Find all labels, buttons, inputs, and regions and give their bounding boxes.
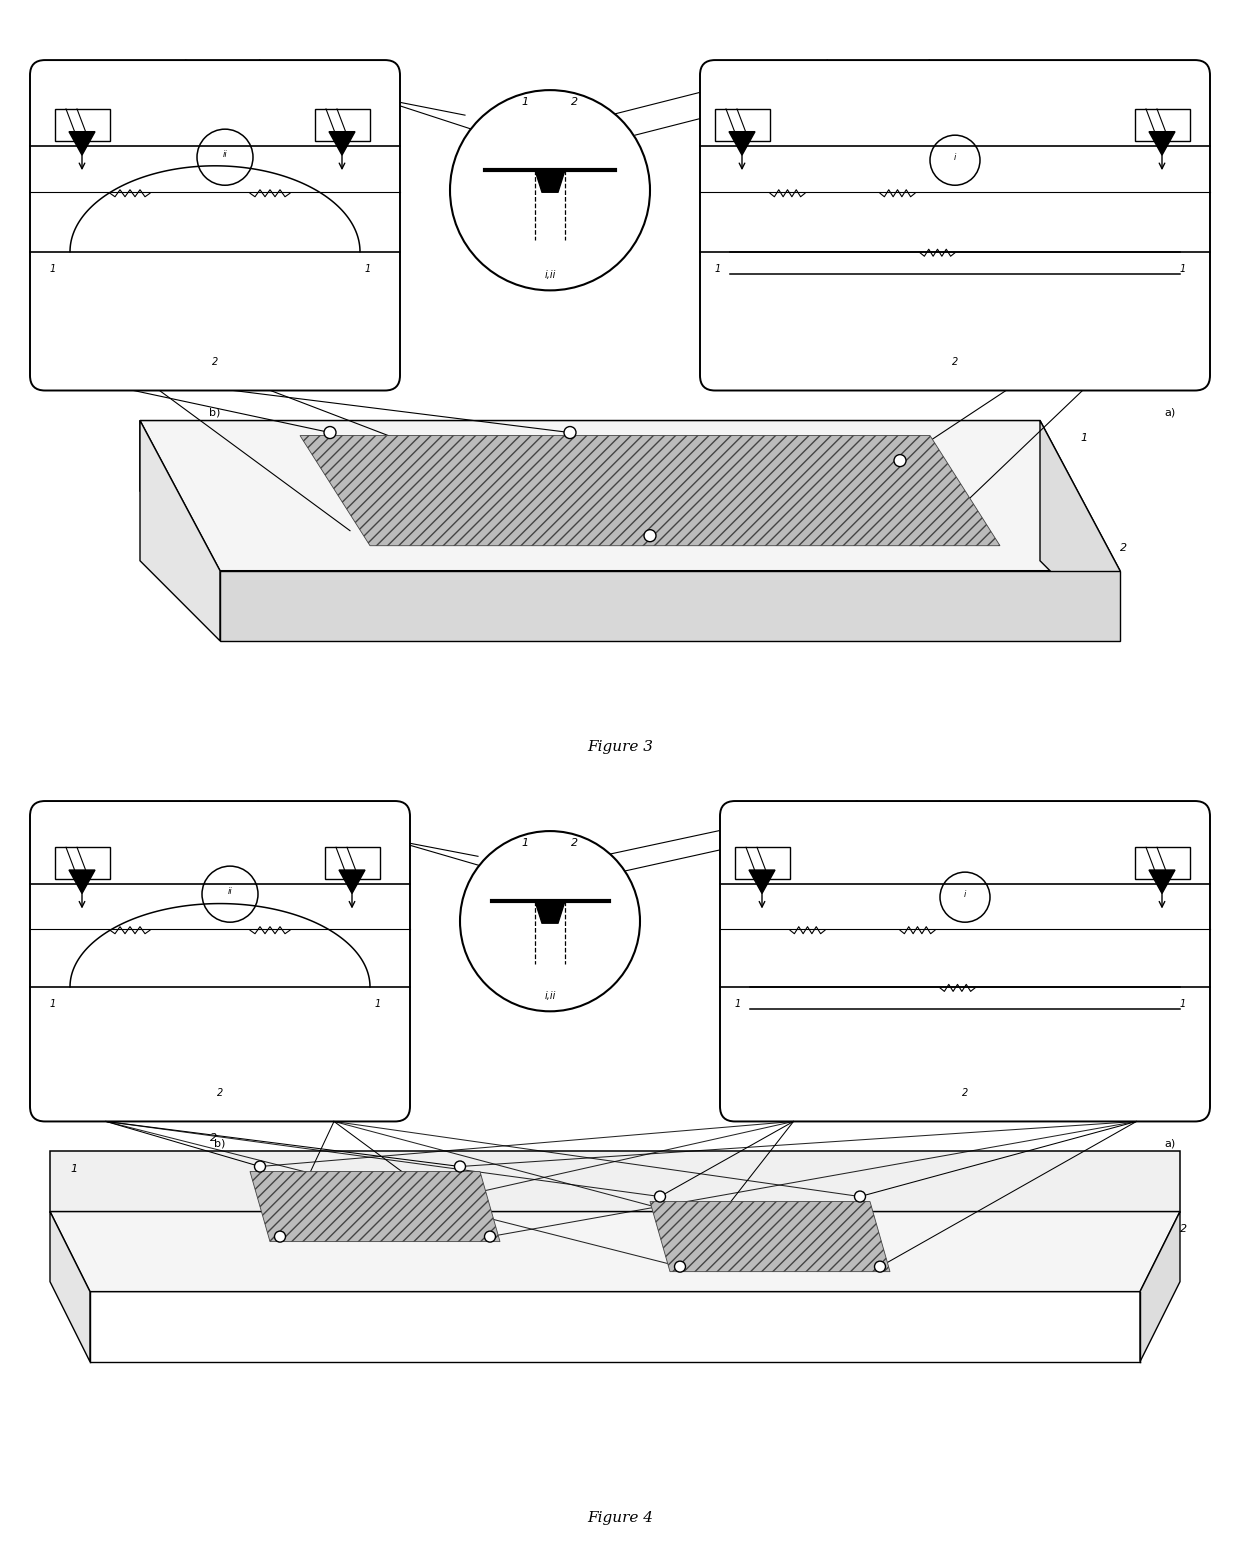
Text: Figure 4: Figure 4	[587, 1511, 653, 1525]
Text: a): a)	[1164, 407, 1176, 418]
Text: 2: 2	[210, 1133, 217, 1144]
Text: 1: 1	[50, 264, 56, 274]
Bar	[55, 109, 110, 140]
Polygon shape	[300, 435, 999, 546]
Text: a): a)	[1164, 1138, 1176, 1149]
Bar	[1135, 109, 1190, 140]
Polygon shape	[140, 421, 1120, 571]
Polygon shape	[1040, 421, 1120, 641]
Polygon shape	[140, 421, 219, 641]
Polygon shape	[339, 870, 365, 893]
Circle shape	[254, 1161, 265, 1172]
Text: 2: 2	[1120, 543, 1127, 552]
Circle shape	[460, 831, 640, 1012]
Bar	[315, 109, 370, 140]
Circle shape	[324, 427, 336, 438]
Circle shape	[564, 427, 577, 438]
Circle shape	[874, 1261, 885, 1272]
Circle shape	[274, 1231, 285, 1243]
Circle shape	[450, 89, 650, 290]
Text: 1: 1	[1180, 999, 1187, 1008]
Text: 1: 1	[69, 1164, 77, 1173]
Text: 2: 2	[952, 358, 959, 367]
Text: 2: 2	[962, 1089, 968, 1098]
Text: Figure 3: Figure 3	[587, 740, 653, 754]
Polygon shape	[50, 1212, 1180, 1292]
Text: ii: ii	[228, 887, 232, 896]
FancyBboxPatch shape	[701, 60, 1210, 390]
Circle shape	[655, 1190, 666, 1203]
Polygon shape	[729, 131, 755, 156]
FancyBboxPatch shape	[720, 800, 1210, 1121]
Text: 1: 1	[715, 264, 722, 274]
Polygon shape	[140, 421, 1040, 490]
Polygon shape	[749, 870, 775, 893]
Polygon shape	[329, 131, 355, 156]
Polygon shape	[1140, 1212, 1180, 1362]
Polygon shape	[1149, 131, 1176, 156]
Bar	[715, 109, 770, 140]
Circle shape	[485, 1231, 496, 1243]
Bar	[325, 847, 379, 879]
Text: 2: 2	[572, 97, 579, 106]
Polygon shape	[69, 870, 95, 893]
Text: 1: 1	[522, 839, 528, 848]
Polygon shape	[50, 1212, 91, 1362]
Polygon shape	[50, 1152, 1180, 1212]
FancyBboxPatch shape	[30, 60, 401, 390]
Text: i: i	[963, 890, 966, 899]
Polygon shape	[1149, 870, 1176, 893]
Circle shape	[675, 1261, 686, 1272]
Text: 1: 1	[522, 97, 528, 106]
Text: 1: 1	[1080, 433, 1087, 443]
Polygon shape	[534, 901, 565, 924]
Text: ii: ii	[223, 150, 227, 159]
Text: i: i	[954, 153, 956, 162]
Circle shape	[894, 455, 906, 467]
Text: 2: 2	[1180, 1224, 1187, 1234]
Bar	[735, 847, 790, 879]
Text: 1: 1	[365, 264, 371, 274]
Text: 1: 1	[1180, 264, 1187, 274]
Text: b): b)	[215, 1138, 226, 1149]
Text: i,ii: i,ii	[544, 992, 556, 1001]
Polygon shape	[219, 571, 1120, 641]
Circle shape	[854, 1190, 866, 1203]
Bar	[55, 847, 110, 879]
Text: 2: 2	[212, 358, 218, 367]
Circle shape	[644, 530, 656, 541]
Polygon shape	[69, 131, 95, 156]
Text: 2: 2	[572, 839, 579, 848]
FancyBboxPatch shape	[30, 800, 410, 1121]
Polygon shape	[534, 170, 565, 193]
Text: 2: 2	[217, 1089, 223, 1098]
Text: i,ii: i,ii	[544, 270, 556, 281]
Text: 1: 1	[735, 999, 742, 1008]
Bar	[1135, 847, 1190, 879]
Text: b): b)	[210, 407, 221, 418]
Circle shape	[455, 1161, 465, 1172]
Text: 1: 1	[374, 999, 381, 1008]
Polygon shape	[650, 1201, 890, 1272]
Text: 1: 1	[50, 999, 56, 1008]
Polygon shape	[250, 1172, 500, 1241]
